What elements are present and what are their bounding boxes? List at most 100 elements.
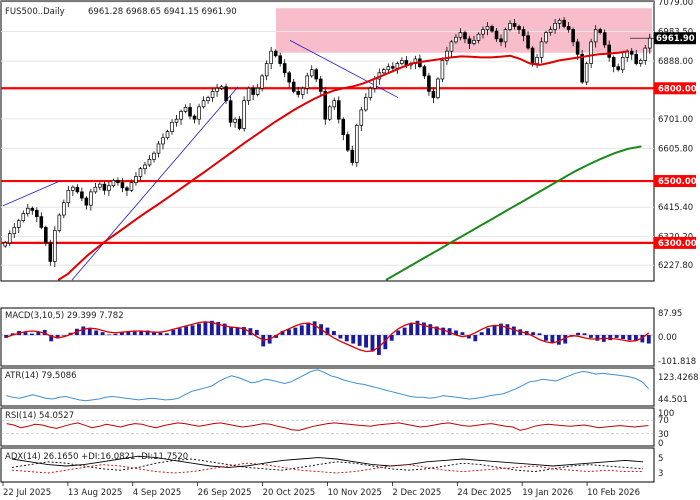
candle-body: [553, 22, 557, 30]
macd-bar: [23, 332, 28, 336]
candle-body: [512, 22, 517, 27]
macd-bar: [158, 332, 163, 336]
date-tick-label: 24 Dec 2025: [457, 488, 511, 498]
trend-lines: [2, 39, 399, 281]
candle-body: [143, 164, 147, 170]
macd-bar: [589, 335, 593, 338]
trend-line: [71, 86, 239, 281]
candle-body: [499, 38, 503, 43]
horizontal-levels: [1, 87, 654, 244]
macd-bar: [351, 335, 356, 344]
atr-line: [6, 369, 650, 402]
macd-bar: [126, 331, 131, 336]
adx-label: ADX(14) 26.1650 +DI:16.0821 -DI:11.7520: [5, 452, 188, 462]
candle-body: [287, 72, 291, 83]
candle-body: [314, 69, 319, 80]
candle-body: [562, 19, 566, 27]
candle-body: [364, 97, 368, 111]
candle-body: [170, 121, 174, 132]
candle-body: [201, 100, 206, 108]
rsi-tick-100: 100: [658, 409, 674, 419]
macd-bar: [531, 332, 536, 336]
resistance-zone: [276, 8, 652, 53]
candle-body: [485, 26, 490, 30]
candle-body: [210, 91, 215, 98]
price-axis: 7079.006983.506888.006701.006605.806415.…: [630, 0, 697, 271]
macd-bar: [42, 329, 47, 336]
macd-bar: [396, 330, 401, 336]
macd-bar: [563, 335, 568, 344]
macd-bar: [582, 333, 587, 336]
candle-body: [584, 63, 589, 83]
macd-bar: [389, 335, 394, 341]
macd-bar: [29, 333, 34, 336]
macd-bar: [634, 335, 638, 341]
macd-bar: [364, 335, 368, 348]
candle-body: [449, 41, 454, 52]
candle-body: [616, 66, 620, 71]
candle-body: [39, 216, 44, 228]
candle-body: [192, 115, 197, 120]
candle-body: [161, 137, 165, 145]
candle-body: [3, 242, 8, 247]
macd-bar: [209, 320, 214, 336]
candle-body: [332, 100, 337, 108]
date-tick-label: 10 Feb 2026: [587, 488, 640, 498]
price-tick-label: 6227.80: [658, 261, 693, 271]
candle-body: [575, 41, 580, 55]
trend-line: [2, 180, 61, 207]
price-tick-label: 6415.40: [658, 203, 693, 213]
macd-bar: [36, 331, 41, 336]
macd-tick-zero: 0.00: [658, 333, 677, 343]
candle-body: [508, 22, 512, 30]
price-panel-frame: [0, 0, 655, 282]
candle-body: [156, 143, 161, 154]
candle-body: [305, 75, 310, 89]
candle-body: [427, 75, 431, 92]
macd-bar: [415, 320, 420, 336]
candle-body: [71, 186, 75, 191]
candle-body: [643, 47, 648, 61]
macd-bar: [87, 328, 92, 336]
macd-bar: [62, 335, 66, 336]
macd-bar: [331, 331, 336, 336]
candle-body: [526, 35, 530, 49]
candle-body: [102, 183, 107, 191]
candle-body: [355, 125, 359, 163]
candle-body: [634, 53, 639, 64]
candle-body: [21, 213, 26, 221]
candle-body: [53, 230, 57, 262]
candle-body: [228, 100, 233, 123]
macd-bar: [434, 326, 439, 336]
macd-bar: [254, 329, 259, 336]
candle-body: [521, 29, 526, 37]
candle-body: [373, 78, 377, 89]
price-tick-label: 6888.00: [658, 57, 693, 67]
macd-bar: [10, 333, 15, 336]
candle-body: [197, 106, 201, 120]
candle-body: [557, 19, 562, 24]
candle-body: [602, 32, 607, 46]
macd-bar: [152, 332, 156, 336]
candle-body: [62, 202, 66, 216]
macd-bar: [184, 326, 189, 336]
macd-bar: [100, 332, 105, 336]
macd-bar: [222, 323, 227, 336]
candle-body: [539, 41, 544, 58]
candle-body: [260, 75, 264, 89]
macd-bar: [370, 335, 375, 352]
macd-bar: [55, 335, 60, 339]
candle-body: [48, 242, 53, 262]
candle-body: [165, 131, 170, 139]
date-tick-label: 2 Dec 2025: [392, 488, 441, 498]
macd-tick-bottom: -101.818: [658, 357, 696, 367]
macd-bar: [203, 321, 208, 336]
candle-body: [309, 69, 314, 77]
date-tick-label: 22 Jul 2025: [3, 488, 51, 498]
macd-bar: [460, 332, 465, 336]
candle-body: [84, 197, 89, 206]
macd-bar: [499, 323, 503, 336]
macd-bar: [466, 335, 471, 339]
candle-body: [481, 29, 485, 35]
level-tag-label: 6500.00: [658, 177, 697, 187]
